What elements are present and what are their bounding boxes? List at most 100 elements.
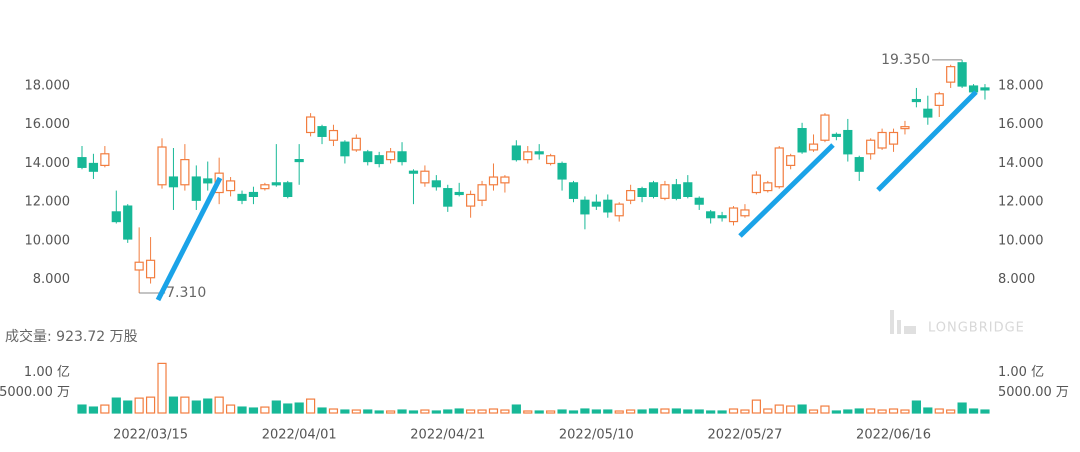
- volume-title: 成交量: 923.72 万股: [5, 328, 138, 345]
- candle-body: [260, 184, 270, 190]
- volume-bar: [820, 405, 830, 414]
- volume-tick-label-right: 5000.00 万: [998, 385, 1069, 400]
- candle-body: [511, 145, 521, 161]
- candle-body: [454, 191, 464, 196]
- candle-body: [648, 182, 659, 197]
- candle-body: [774, 147, 784, 188]
- trend-lines: [155, 90, 978, 302]
- candle-body: [854, 157, 864, 172]
- volume-bar: [431, 410, 441, 414]
- candle-body: [237, 193, 247, 201]
- candle-body: [683, 182, 693, 197]
- candle-body: [706, 211, 716, 219]
- volume-bar: [900, 409, 910, 414]
- candle-body: [877, 131, 887, 149]
- volume-bar: [866, 408, 876, 414]
- candle-body: [203, 178, 213, 184]
- volume-bar: [454, 408, 464, 414]
- candle-body: [946, 66, 956, 83]
- volume-bar: [831, 410, 841, 414]
- candle-body: [671, 184, 681, 199]
- volume-bar: [386, 410, 396, 414]
- candle-body: [134, 261, 144, 271]
- candle-body: [534, 151, 544, 155]
- volume-bar: [225, 404, 236, 414]
- candle-body: [911, 98, 921, 103]
- high-label: 19.350: [881, 52, 930, 68]
- candle-body: [294, 159, 304, 163]
- volume-bar: [88, 406, 99, 414]
- volume-bar: [603, 409, 613, 414]
- candle-body: [660, 184, 670, 199]
- candle-body: [317, 126, 327, 137]
- volume-bar: [271, 400, 281, 414]
- candle-body: [477, 184, 487, 201]
- candle-body: [831, 133, 841, 137]
- volume-bar: [397, 409, 407, 414]
- volume-bar: [740, 409, 750, 414]
- y2-tick-label: 12.000: [998, 195, 1044, 210]
- volume-bar: [363, 409, 373, 414]
- volume-bar: [706, 410, 716, 414]
- volume-bar: [774, 404, 784, 414]
- candle-body: [248, 191, 259, 197]
- volume-bar: [843, 409, 853, 414]
- x-tick-label: 2022/04/01: [262, 428, 337, 443]
- candle-body: [557, 162, 567, 180]
- candle-body: [340, 141, 350, 157]
- y-tick-label: 18.000: [25, 79, 71, 94]
- volume-bar: [854, 408, 864, 414]
- volume-bar: [877, 409, 887, 414]
- candle-body: [808, 143, 819, 151]
- volume-bar: [511, 404, 521, 414]
- candle-body: [123, 205, 133, 240]
- volume-bar: [546, 410, 556, 414]
- candle-body: [225, 180, 236, 192]
- volume-bar: [488, 408, 499, 414]
- y-tick-label: 14.000: [25, 156, 71, 171]
- volume-tick-label: 5000.00 万: [0, 385, 70, 400]
- volume-bar: [946, 409, 956, 414]
- candle-body: [111, 211, 121, 223]
- volume-bar: [728, 408, 739, 414]
- candle-body: [728, 207, 739, 223]
- volume-bar: [328, 408, 339, 414]
- candle-body: [786, 155, 796, 167]
- candle-body: [603, 199, 613, 213]
- volume-bar: [568, 410, 579, 414]
- y-tick-label: 10.000: [25, 233, 71, 248]
- volume-bar: [763, 408, 773, 414]
- volume-bar: [477, 409, 487, 414]
- watermark: LONGBRIDGE: [928, 321, 1025, 336]
- y-tick-label: 12.000: [25, 195, 71, 210]
- volume-bar: [374, 410, 384, 414]
- candle-body: [923, 108, 933, 118]
- candle-body: [934, 93, 944, 106]
- volume-bar: [306, 398, 316, 414]
- volume-bar: [671, 408, 681, 414]
- candle-body: [717, 215, 727, 219]
- volume-bar: [934, 408, 944, 414]
- volume-bar: [317, 407, 327, 414]
- volume-bar: [294, 402, 304, 414]
- volume-bar: [786, 405, 796, 414]
- watermark-logo: [890, 310, 916, 334]
- volume-bar: [923, 407, 933, 414]
- volume-bar: [408, 410, 419, 414]
- candle-body: [408, 170, 419, 174]
- x-tick-label: 2022/03/15: [113, 428, 188, 443]
- candle-body: [386, 151, 396, 161]
- candle-body: [420, 170, 430, 184]
- candle-body: [466, 193, 476, 207]
- candle-body: [443, 188, 453, 207]
- candle-body: [694, 197, 704, 205]
- candle-body: [546, 155, 556, 165]
- volume-bar: [797, 404, 807, 414]
- candle-body: [397, 151, 407, 163]
- candle-body: [306, 116, 316, 134]
- volume-tick-label: 1.00 亿: [24, 365, 70, 380]
- volume-bar: [660, 408, 670, 414]
- volume-bar: [717, 410, 727, 414]
- candle-body: [763, 182, 773, 192]
